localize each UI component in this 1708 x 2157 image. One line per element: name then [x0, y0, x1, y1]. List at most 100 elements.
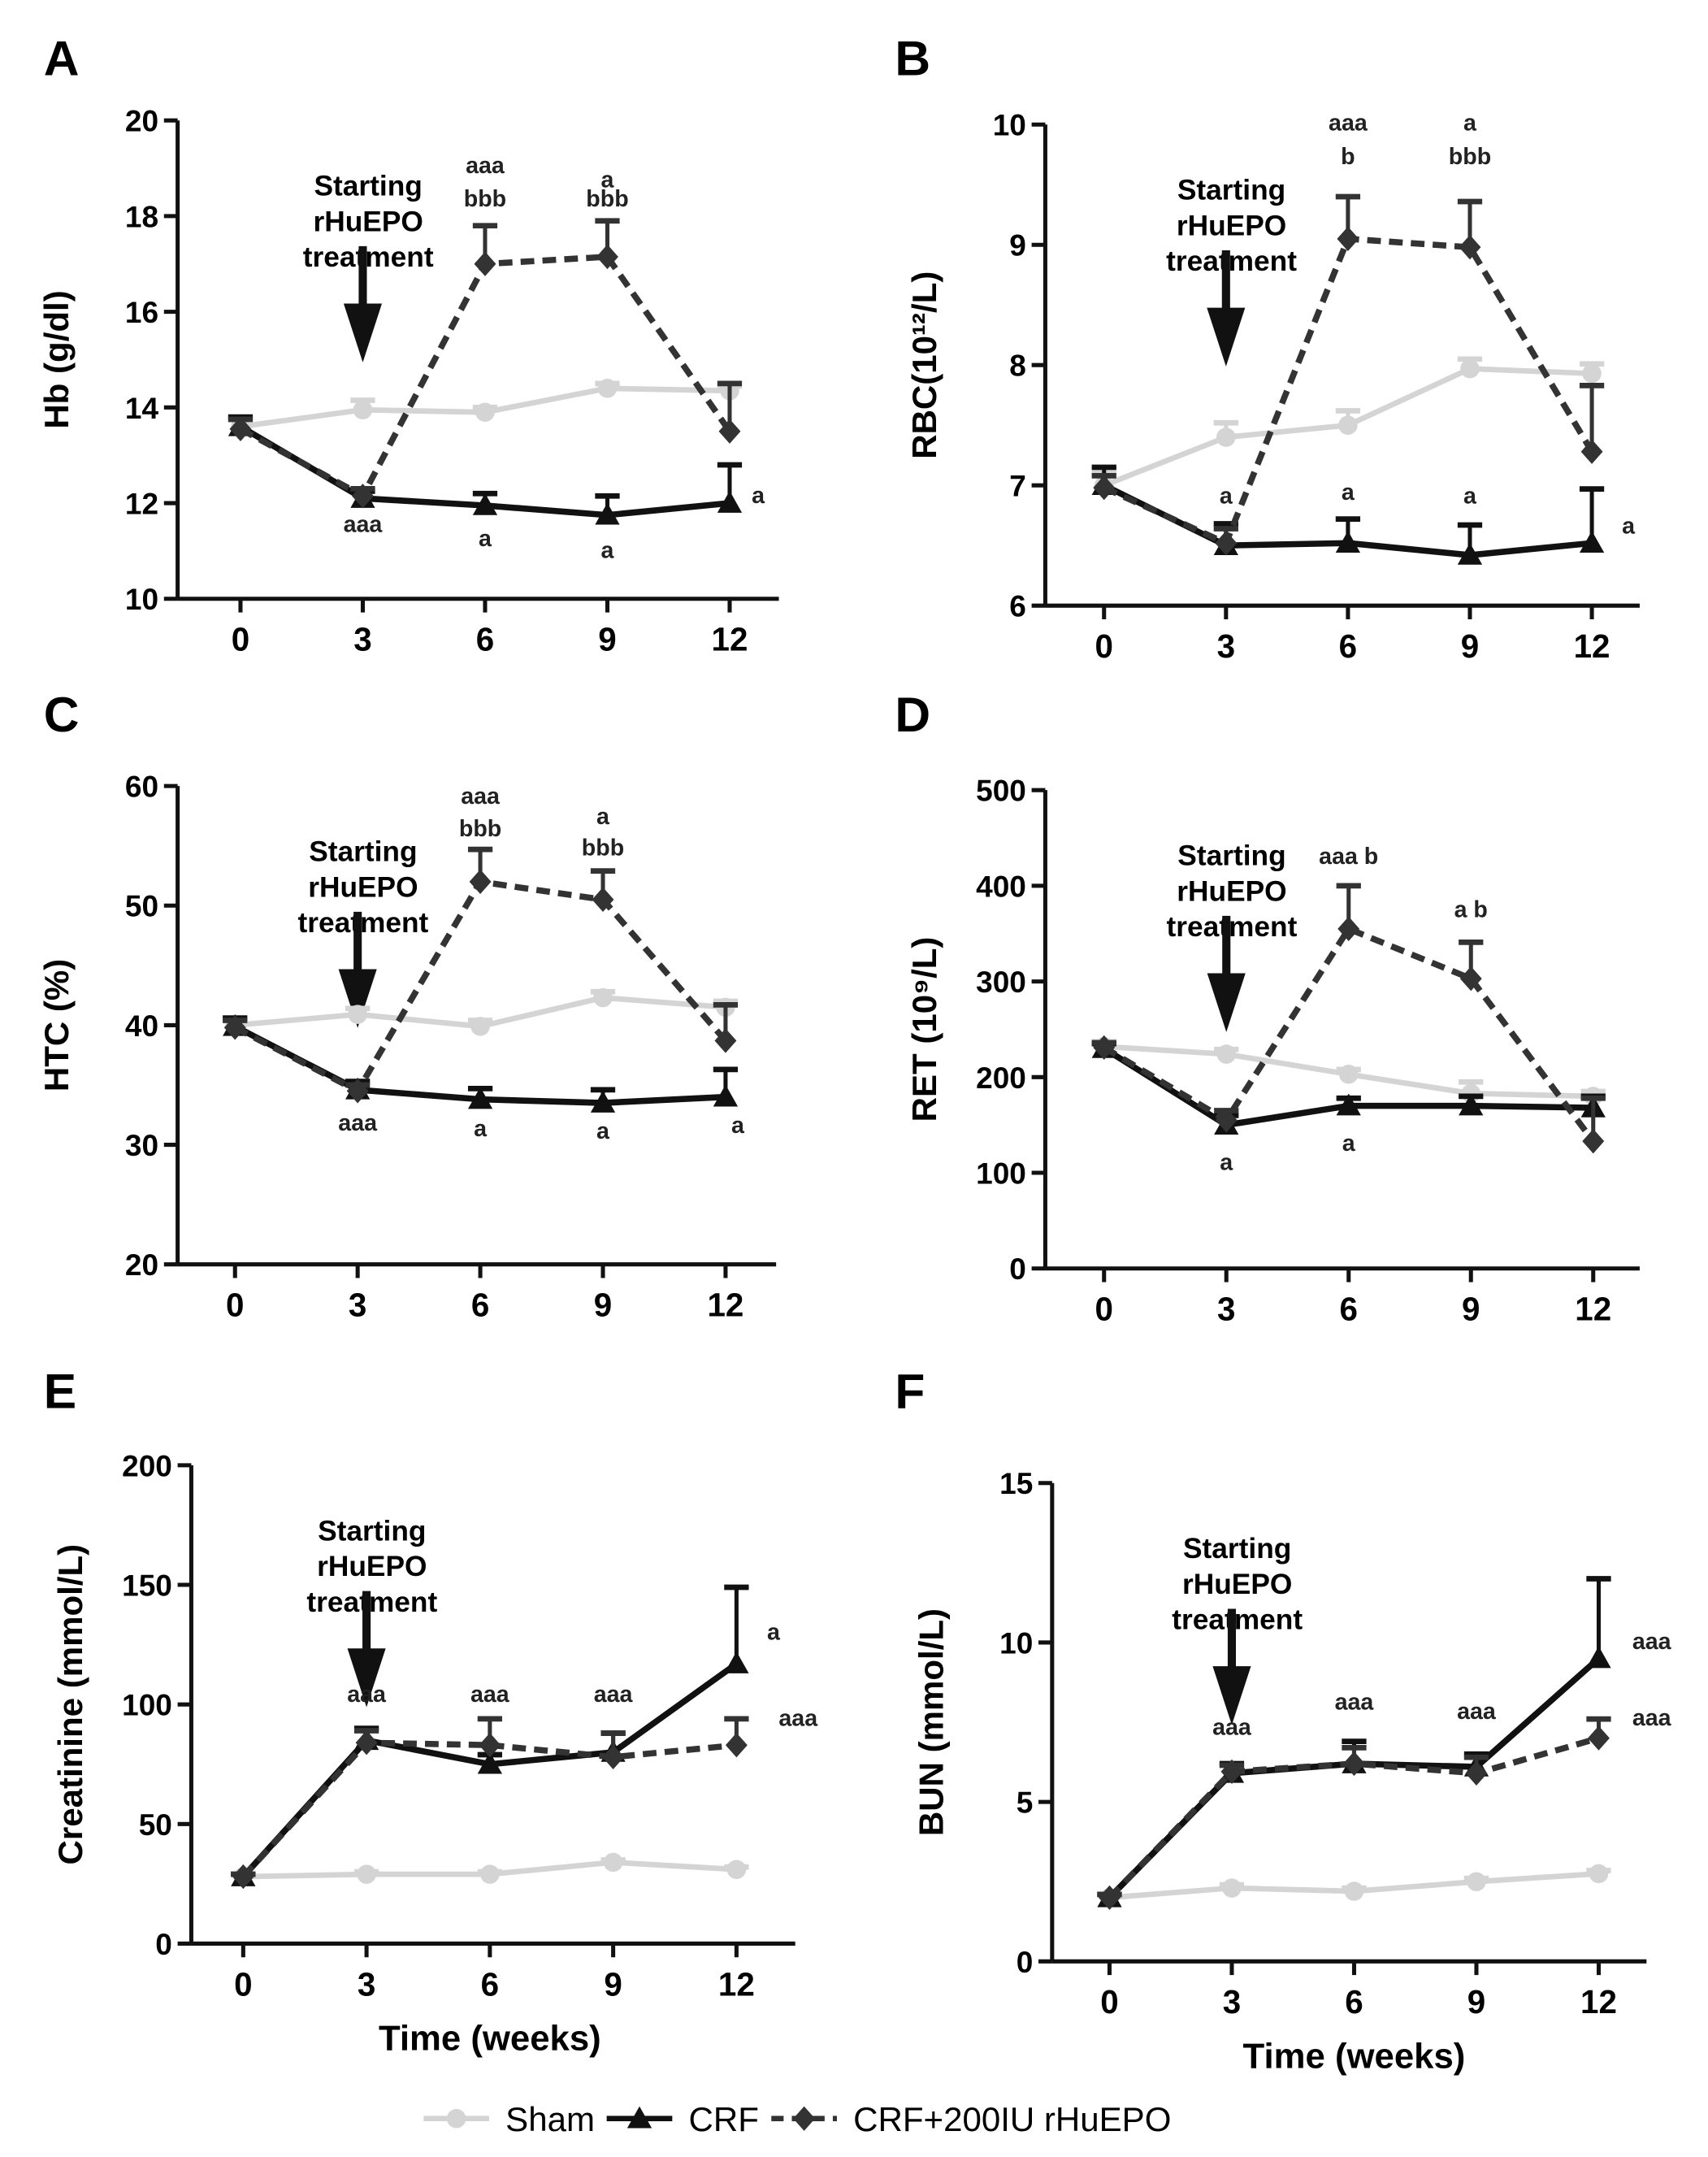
data-point: [593, 987, 613, 1008]
y-tick-label: 150: [122, 1569, 172, 1602]
y-tick-label: 10: [999, 1626, 1033, 1660]
x-tick-label: 0: [232, 621, 249, 658]
x-axis-label: Time (weeks): [379, 2019, 601, 2059]
annotation-text: treatment: [303, 241, 434, 273]
panel-b: B 6 7 8 9 10 0 3 6 9 12 RBC(10¹²/L) Starting rHuEPO tr…: [895, 31, 1640, 665]
panel-f: F 0 5 10 15 0 3 6 9 12 BUN (mmol/L) Time (weeks) Sta…: [895, 1363, 1671, 2076]
x-tick-label: 3: [1217, 627, 1235, 665]
significance-label: bbb: [586, 186, 628, 212]
significance-label: aaa: [594, 1682, 634, 1708]
panel-label: B: [895, 31, 930, 86]
significance-label: aaa: [338, 1110, 378, 1136]
annotation-text: Starting: [1177, 175, 1285, 206]
series-sham: [1097, 1864, 1611, 1907]
legend-label: Sham: [505, 2100, 595, 2138]
x-tick-label: 12: [707, 1287, 743, 1324]
annotation-text: rHuEPO: [314, 206, 423, 237]
y-tick-label: 100: [976, 1157, 1026, 1190]
x-tick-label: 6: [1345, 1983, 1363, 2020]
x-tick-label: 12: [718, 1965, 755, 2003]
significance-label: a: [1342, 480, 1355, 506]
legend-marker-triangle-icon: [626, 2106, 652, 2129]
significance-label: aaa: [778, 1706, 818, 1732]
x-tick-label: 6: [1340, 1291, 1358, 1328]
y-tick-label: 100: [122, 1689, 172, 1722]
y-tick-label: 50: [139, 1808, 172, 1842]
significance-label: aaa: [1335, 1689, 1375, 1715]
significance-label: a: [601, 538, 615, 564]
x-tick-label: 6: [476, 621, 494, 658]
significance-label: b: [1341, 144, 1355, 170]
series-line: [1107, 1735, 1600, 1900]
y-tick-label: 500: [976, 775, 1026, 808]
series-sham: [228, 379, 743, 436]
data-point: [713, 1084, 739, 1107]
y-tick-label: 0: [155, 1928, 172, 1961]
data-point: [474, 251, 496, 276]
data-point: [597, 379, 618, 398]
data-point: [1338, 415, 1358, 435]
significance-label: bbb: [464, 186, 506, 212]
significance-label: aaa: [344, 511, 384, 537]
x-tick-label: 3: [1223, 1983, 1241, 2020]
data-point: [1336, 1093, 1361, 1116]
data-point: [595, 502, 620, 525]
significance-label: aaa: [1329, 111, 1368, 137]
significance-label: a: [479, 526, 492, 552]
significance-label: a: [474, 1116, 488, 1142]
series-line: [1102, 925, 1596, 1144]
x-tick-label: 6: [471, 1287, 489, 1324]
x-tick-label: 0: [226, 1287, 244, 1324]
legend-label: CRF: [689, 2100, 759, 2138]
data-point: [590, 1090, 616, 1113]
annotation-text: Starting: [309, 836, 417, 868]
data-point: [1335, 531, 1361, 553]
y-tick-label: 400: [976, 870, 1026, 903]
significance-label: a: [731, 1113, 745, 1139]
data-point: [1457, 542, 1483, 565]
data-point: [592, 887, 614, 913]
y-tick-label: 10: [125, 583, 158, 616]
significance-label: a: [596, 1118, 610, 1144]
series-crf: [228, 414, 743, 525]
arrow-head-icon: [1207, 307, 1246, 367]
panel-label: C: [44, 687, 80, 742]
series-crf-200iu-rhuepo: [231, 1716, 749, 1890]
significance-label: a: [601, 167, 615, 193]
panel-e: E 0 50 100 150 200 0 3 6 9 12 Creatinine (mmol/L) Ti…: [44, 1363, 818, 2058]
y-tick-label: 300: [976, 966, 1026, 999]
data-point: [1216, 1044, 1237, 1064]
series-crf-200iu-rhuepo: [1097, 1716, 1611, 1910]
annotation-text: treatment: [297, 907, 428, 939]
significance-label: a: [1342, 1131, 1356, 1157]
annotation-text: treatment: [1166, 245, 1297, 277]
significance-label: aaa: [1212, 1715, 1252, 1741]
x-tick-label: 12: [1575, 1291, 1611, 1328]
data-point: [602, 1744, 625, 1770]
annotation-text: rHuEPO: [1182, 1569, 1292, 1600]
panel-a: A 10 12 14 16 18 20 0 3 6 9 12 Hb (g/dl) Starting rHuE…: [37, 31, 779, 658]
y-tick-label: 60: [125, 770, 158, 804]
data-point: [352, 484, 374, 509]
legend: Sham CRF CRF+200IU rHuEPO: [423, 2100, 1171, 2138]
annotation-text: rHuEPO: [317, 1551, 427, 1582]
data-point: [1579, 531, 1605, 553]
x-tick-label: 3: [1217, 1291, 1235, 1328]
significance-label: a: [1622, 513, 1636, 539]
x-tick-label: 3: [358, 1965, 375, 2003]
data-point: [467, 1087, 493, 1109]
y-tick-label: 6: [1009, 590, 1026, 623]
significance-label: a: [1220, 1149, 1233, 1175]
series-sham: [1091, 356, 1605, 495]
panel-label: A: [44, 31, 80, 86]
x-tick-label: 6: [1339, 627, 1357, 665]
significance-label: aaa: [1457, 1699, 1497, 1725]
significance-label: a: [1463, 483, 1477, 509]
y-tick-label: 12: [125, 487, 158, 520]
annotation-text: treatment: [306, 1586, 437, 1618]
arrow-head-icon: [338, 969, 377, 1028]
significance-label: bbb: [582, 835, 624, 861]
y-axis-label: RBC(10¹²/L): [905, 271, 943, 459]
x-tick-label: 9: [1461, 627, 1479, 665]
annotation-text: Starting: [314, 171, 423, 202]
